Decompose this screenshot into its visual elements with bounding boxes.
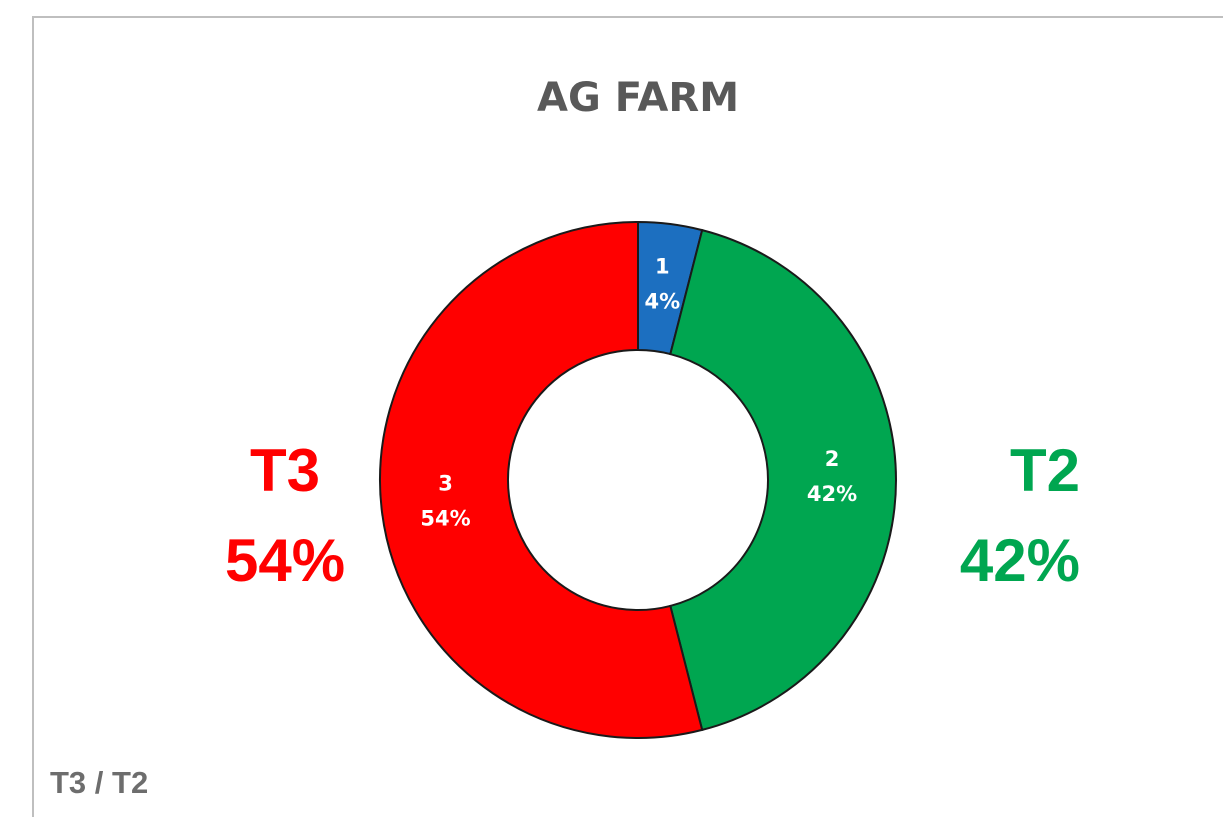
slice-category-label: 3 [438,471,453,495]
donut: 1 4% 2 42% 3 54% [379,220,897,739]
donut-slice [379,220,704,739]
annotation: T2 [1010,437,1080,504]
slice-category-label: 1 [655,255,670,279]
annotation: 42% [960,527,1080,594]
slice-category-label: 2 [825,447,840,471]
slice-value-label: 4% [644,290,680,314]
slice-value-label: 54% [420,506,470,530]
annotation: 54% [225,527,345,594]
slice-value-label: 42% [807,482,857,506]
footer-label: T3 / T2 [50,765,148,800]
annotation: T3 [250,437,320,504]
chart-title: AG FARM [537,75,739,121]
donut-slice [669,228,897,732]
